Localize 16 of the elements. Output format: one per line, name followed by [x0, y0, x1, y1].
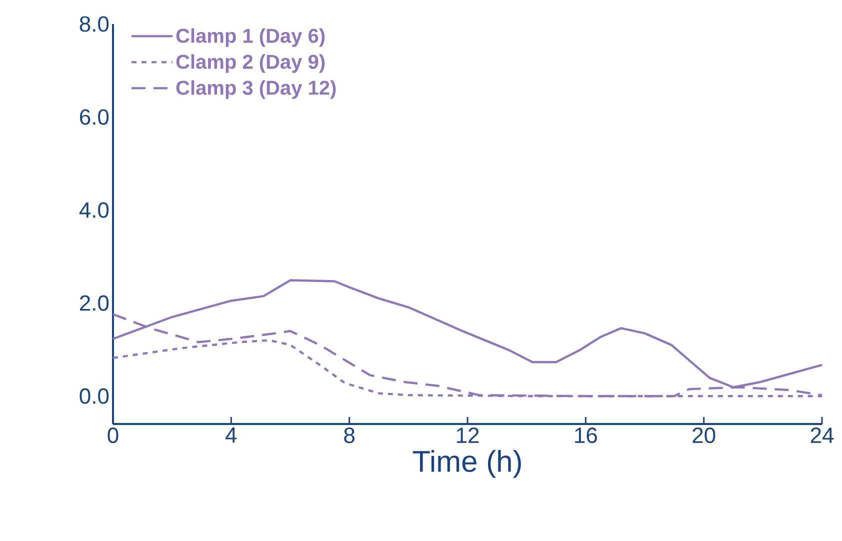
x-tick-label: 20	[692, 428, 716, 444]
x-tick-label: 4	[226, 428, 237, 443]
x-tick-label: 12	[456, 428, 479, 443]
x-tick-label: 16	[575, 428, 597, 444]
x-tick-label: 0	[108, 428, 118, 444]
y-tick-label: 8.0	[80, 16, 109, 32]
y-tick-label: 2.0	[80, 295, 109, 311]
x-tick-label: 24	[810, 428, 834, 443]
y-tick-label: 4.0	[79, 202, 109, 218]
y-tick-label: 0.0	[80, 388, 109, 404]
x-tick-label: 8	[344, 428, 354, 444]
legend-label: Clamp 1 (Day 6)	[176, 28, 325, 47]
legend-label: Clamp 3 (Day 12)	[176, 80, 336, 99]
y-tick-label: 6.0	[80, 109, 109, 125]
x-axis-title: Time (h)	[412, 450, 521, 478]
legend-label: Clamp 2 (Day 9)	[176, 54, 325, 73]
